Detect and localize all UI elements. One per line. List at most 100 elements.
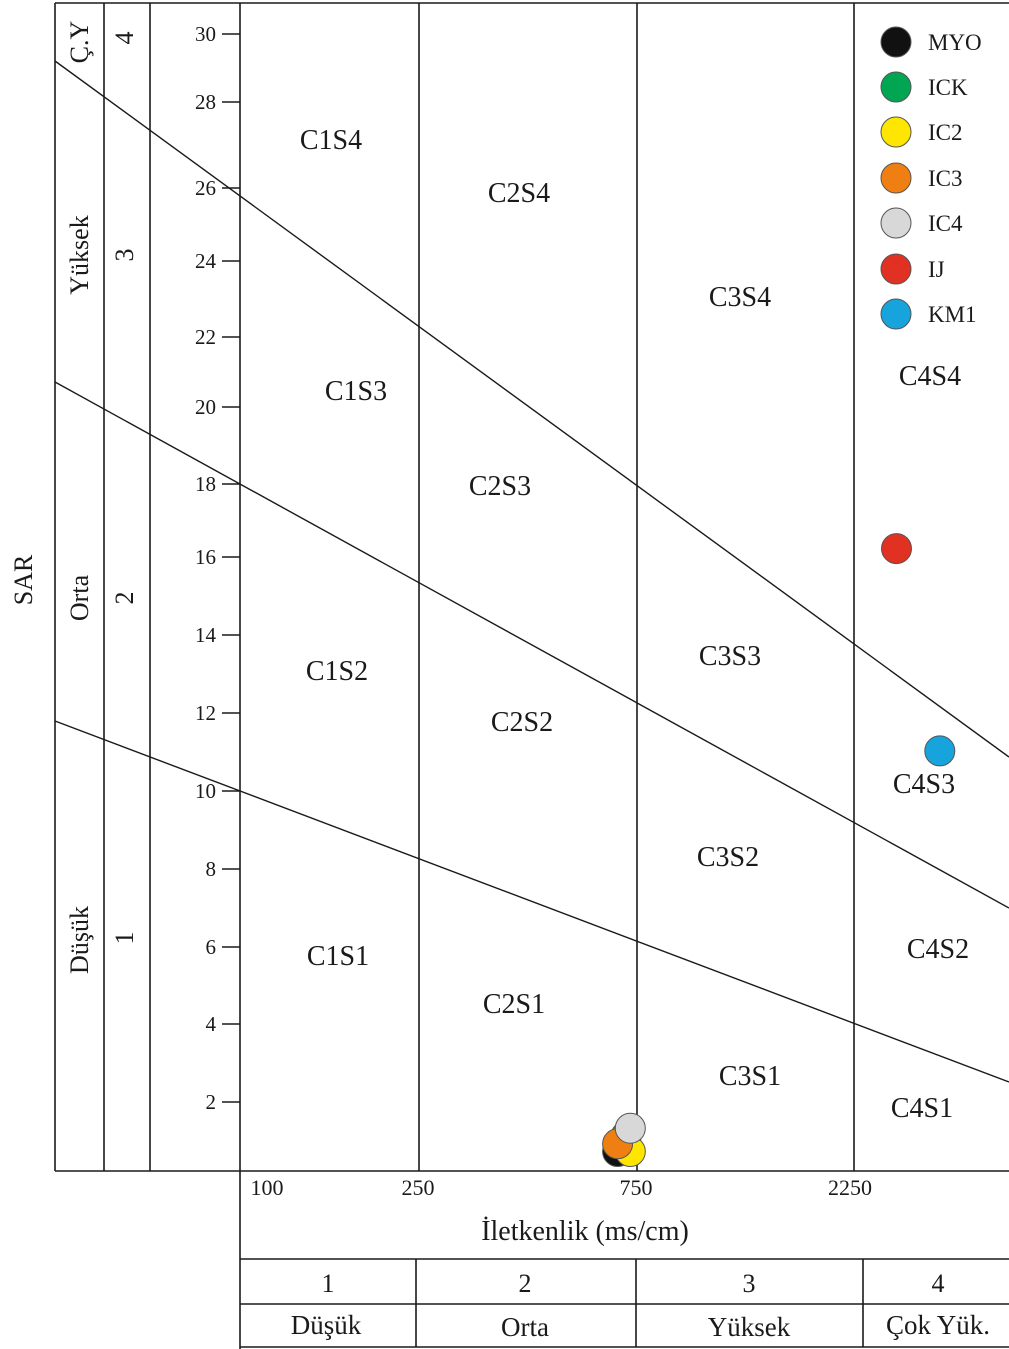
y-tick-group: 18	[195, 472, 240, 496]
legend-label: IC2	[928, 120, 963, 145]
sodium-class-number: 2	[110, 592, 139, 605]
salinity-class-table: 1 2 3 4 Düşük Orta Yüksek Çok Yük.	[291, 1269, 990, 1342]
boundary-s1-s2	[54, 720, 1009, 1083]
legend-marker	[880, 207, 912, 239]
zone-label-c3s3: C3S3	[699, 641, 761, 672]
legend: MYO ICK IC2 IC3 IC4 IJ KM1	[880, 26, 982, 330]
legend-label: IC4	[928, 211, 963, 236]
y-tick-label: 2	[206, 1090, 217, 1114]
y-tick-label: 20	[195, 395, 216, 419]
zone-label-c2s2: C2S2	[491, 707, 553, 738]
zone-label-c4s3: C4S3	[893, 769, 955, 800]
chart-frame	[54, 2, 1009, 1349]
data-point-ij	[881, 533, 912, 565]
y-tick-group: 4	[206, 1012, 240, 1036]
sodium-class-name: Orta	[65, 574, 94, 621]
y-tick-group: 10	[195, 779, 240, 803]
zone-label-c1s2: C1S2	[306, 656, 368, 687]
data-point-km1	[924, 735, 956, 767]
legend-marker	[880, 298, 912, 330]
sodium-class-number: 3	[110, 249, 139, 262]
sodium-class-name: Düşük	[65, 906, 94, 974]
y-tick-label: 14	[195, 623, 217, 647]
data-point-ic4	[614, 1112, 646, 1144]
sodium-class-number: 4	[110, 32, 139, 45]
salinity-class-number: 4	[932, 1269, 945, 1298]
zone-label-c2s1: C2S1	[483, 989, 545, 1020]
zone-label-c1s4: C1S4	[300, 125, 362, 156]
y-tick-label: 22	[195, 325, 216, 349]
legend-item: IC3	[880, 162, 963, 194]
zone-label-c2s4: C2S4	[488, 178, 550, 209]
y-tick-group: 30	[195, 22, 240, 46]
y-tick-group: 14	[195, 623, 240, 647]
y-tick-group: 16	[195, 545, 240, 569]
y-tick-label: 28	[195, 90, 216, 114]
sodium-class-name: Ç.Y	[65, 20, 94, 63]
y-tick-group: 6	[206, 935, 240, 959]
y-tick-group: 22	[195, 325, 240, 349]
zone-labels: C1S4 C1S3 C1S2 C1S1 C2S4 C2S3 C2S2 C2S1 …	[300, 125, 969, 1124]
y-tick-group: 26	[195, 176, 240, 200]
y-tick-group: 8	[206, 857, 240, 881]
legend-item: IJ	[880, 253, 945, 285]
legend-marker	[880, 253, 912, 285]
x-axis-title: İletkenlik (ms/cm)	[481, 1216, 689, 1247]
salinity-class-name: Düşük	[291, 1310, 362, 1340]
salinity-class-number: 1	[322, 1269, 335, 1298]
legend-item: MYO	[880, 26, 982, 58]
salinity-class-number: 2	[519, 1269, 532, 1298]
y-tick-label: 16	[195, 545, 216, 569]
y-tick-group: 20	[195, 395, 240, 419]
zone-label-c3s2: C3S2	[697, 842, 759, 873]
zone-label-c3s1: C3S1	[719, 1061, 781, 1092]
legend-label: KM1	[928, 302, 977, 327]
legend-item: KM1	[880, 298, 977, 330]
zone-label-c4s4: C4S4	[899, 361, 961, 392]
legend-marker	[880, 71, 912, 103]
y-tick-label: 18	[195, 472, 216, 496]
legend-label: MYO	[928, 30, 982, 55]
zone-label-c2s3: C2S3	[469, 471, 531, 502]
y-tick-label: 10	[195, 779, 216, 803]
y-tick-label: 30	[195, 22, 216, 46]
zone-label-c4s2: C4S2	[907, 934, 969, 965]
y-tick-label: 4	[206, 1012, 217, 1036]
legend-marker	[880, 26, 912, 58]
salinity-class-name: Çok Yük.	[886, 1310, 990, 1340]
legend-item: IC4	[880, 207, 963, 239]
legend-item: ICK	[880, 71, 968, 103]
legend-label: IC3	[928, 166, 963, 191]
y-tick-label: 26	[195, 176, 216, 200]
x-tick-label: 100	[251, 1175, 284, 1200]
zone-label-c1s1: C1S1	[307, 941, 369, 972]
boundary-s2-s3	[54, 381, 1009, 909]
y-tick-label: 12	[195, 701, 216, 725]
y-tick-label: 8	[206, 857, 217, 881]
hazard-boundaries	[54, 60, 1009, 1083]
x-tick-label: 2250	[828, 1175, 872, 1200]
y-tick-label: 6	[206, 935, 217, 959]
zone-label-c1s3: C1S3	[325, 376, 387, 407]
sodium-class-number: 1	[110, 932, 139, 945]
x-axis: 100 250 750 2250	[251, 1175, 873, 1200]
y-tick-label: 24	[195, 249, 217, 273]
salinity-class-number: 3	[743, 1269, 756, 1298]
data-points	[602, 533, 956, 1167]
boundary-s3-s4	[54, 60, 1009, 758]
sodium-class-name: Yüksek	[65, 215, 94, 294]
legend-marker	[880, 162, 912, 194]
y-tick-group: 12	[195, 701, 240, 725]
salinity-class-name: Orta	[501, 1312, 549, 1342]
sodium-class-labels: Düşük 1 Orta 2 Yüksek 3 Ç.Y 4	[65, 20, 139, 973]
zone-label-c4s1: C4S1	[891, 1093, 953, 1124]
y-axis: 2 4 6 8 10 12 14 16	[195, 22, 240, 1114]
legend-label: IJ	[928, 257, 945, 282]
legend-marker	[880, 116, 912, 148]
y-tick-group: 24	[195, 249, 240, 273]
salinity-class-name: Yüksek	[708, 1312, 791, 1342]
x-tick-label: 250	[402, 1175, 435, 1200]
zone-label-c3s4: C3S4	[709, 282, 771, 313]
x-tick-label: 750	[620, 1175, 653, 1200]
